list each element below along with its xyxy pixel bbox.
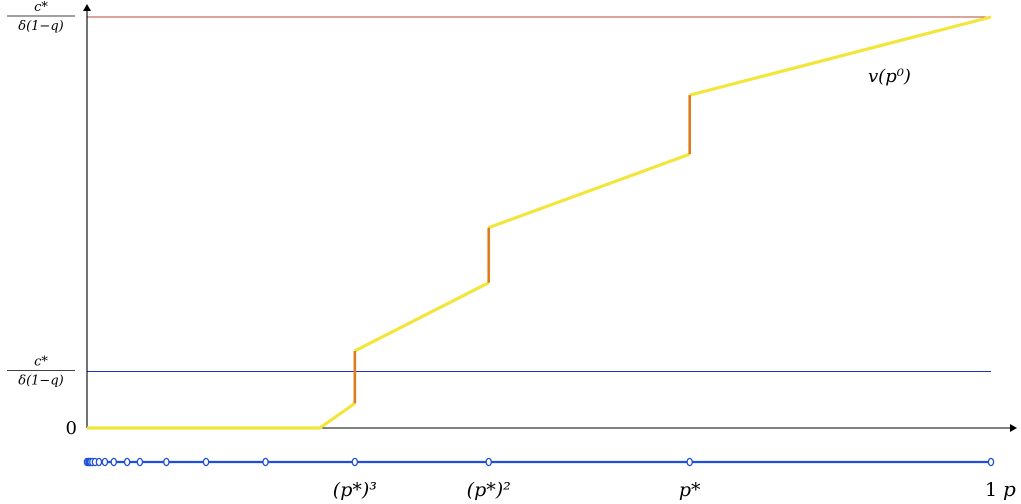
number-line-point xyxy=(262,457,269,467)
curve-segment-3 xyxy=(689,15,992,97)
number-line-point xyxy=(123,457,131,467)
number-line-point xyxy=(163,457,170,467)
x-tick-label: p* xyxy=(679,479,701,501)
jump-segments xyxy=(353,95,691,404)
reference-lines xyxy=(87,16,991,373)
curve-segment-2 xyxy=(488,152,691,230)
x-tick-label: (p*)² xyxy=(467,479,511,501)
number-line-point xyxy=(485,457,492,467)
number-line xyxy=(83,457,995,467)
curve-segment-0 xyxy=(87,402,356,430)
y-tick-labels: 0 c* δ(1−q) c* δ(1−q) xyxy=(7,0,77,439)
number-line-point xyxy=(136,457,144,467)
number-line-point xyxy=(110,457,118,467)
x-axis-label: p xyxy=(1003,477,1016,501)
y-tick-denominator: δ(1−q) xyxy=(18,19,63,34)
number-line-point xyxy=(686,457,693,467)
curve-label: v(p⁰) xyxy=(868,66,911,87)
y-tick-label: 0 xyxy=(66,418,77,439)
number-line-point xyxy=(987,457,995,467)
number-line-point xyxy=(351,457,359,467)
x-tick-label: (p*)³ xyxy=(333,479,377,501)
number-line-point xyxy=(202,457,210,467)
y-tick-denominator: δ(1−q) xyxy=(18,373,63,388)
y-tick-numerator: c* xyxy=(34,354,48,369)
x-tick-label: 1 xyxy=(985,479,997,501)
y-tick-numerator: c* xyxy=(34,0,48,15)
value-curve xyxy=(87,15,992,430)
number-line-point xyxy=(101,457,109,467)
x-tick-labels: (p*)³ (p*)² p* 1 xyxy=(333,479,997,501)
curve-segment-1 xyxy=(354,281,490,353)
number-line-point xyxy=(95,457,103,467)
